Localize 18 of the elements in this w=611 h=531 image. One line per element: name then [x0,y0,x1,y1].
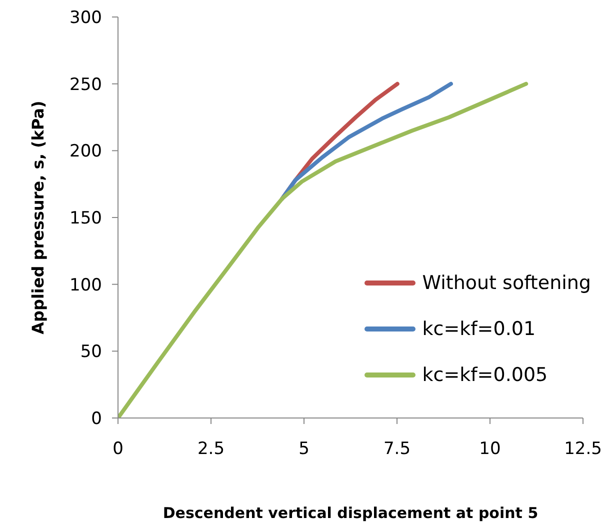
legend-label: kc=kf=0.01 [422,317,536,342]
y-tick-label: 250 [70,74,102,95]
y-tick-label: 150 [70,208,102,229]
y-tick-label: 200 [70,142,102,162]
y-axis-title: Applied pressure, s, (kPa) [28,100,48,334]
y-tick-label: 50 [80,342,102,362]
legend-label: Without softening [422,271,591,296]
x-axis-title: Descendent vertical displacement at point 5 [162,504,538,522]
legend-label: kc=kf=0.005 [422,363,548,388]
x-tick-label: 5 [298,439,310,460]
x-tick-label: 2.5 [197,439,225,460]
y-tick-label: 100 [70,275,102,296]
y-tick-label: 300 [70,8,102,28]
y-tick-label: 0 [91,409,102,430]
x-tick-label: 12.5 [564,439,602,460]
x-tick-label: 7.5 [383,439,411,460]
x-tick-label: 10 [479,439,501,460]
x-tick-label: 0 [112,439,124,460]
